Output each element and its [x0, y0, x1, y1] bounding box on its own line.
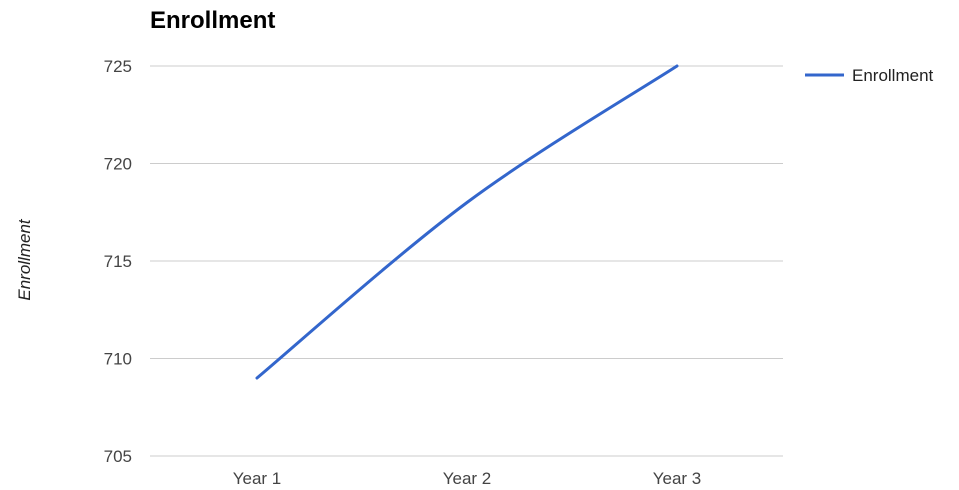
- series-layer: [255, 64, 679, 380]
- legend: Enrollment: [805, 66, 934, 85]
- y-axis-title: Enrollment: [15, 218, 34, 301]
- x-tick-label: Year 2: [443, 469, 492, 488]
- x-tick-label: Year 3: [653, 469, 702, 488]
- x-axis-ticks: Year 1 Year 2 Year 3: [233, 469, 702, 488]
- y-tick-label: 725: [104, 57, 132, 76]
- y-axis-ticks: 705 710 715 720 725: [104, 57, 132, 466]
- y-tick-label: 710: [104, 350, 132, 369]
- y-tick-label: 705: [104, 447, 132, 466]
- x-tick-label: Year 1: [233, 469, 282, 488]
- y-tick-label: 715: [104, 252, 132, 271]
- legend-label: Enrollment: [852, 66, 934, 85]
- chart-title: Enrollment: [150, 7, 275, 34]
- y-tick-label: 720: [104, 155, 132, 174]
- series-line-0: [255, 64, 679, 380]
- gridlines: [150, 65, 783, 457]
